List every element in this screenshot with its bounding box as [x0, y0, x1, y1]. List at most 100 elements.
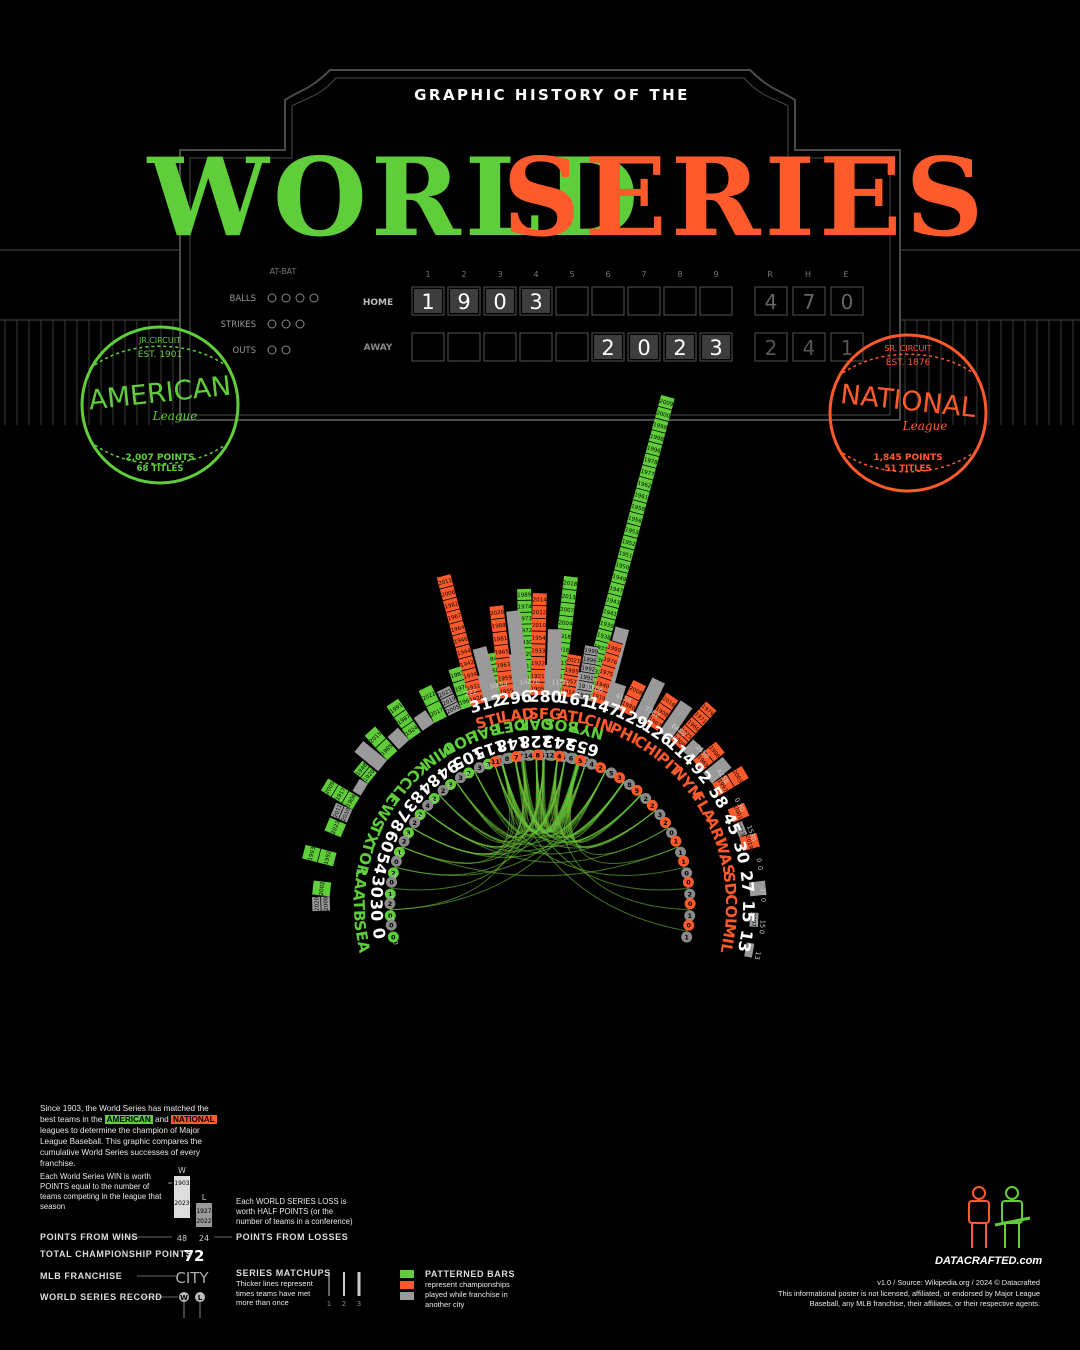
key-matchups-note: Thicker lines represent times teams have…	[236, 1279, 313, 1307]
brand-logo: DATACRAFTED.com	[935, 1255, 1043, 1267]
team-wins-badge-value: 3	[617, 774, 622, 782]
national-league-badge: SR. CIRCUIT EST. 1876 NATIONAL League 1,…	[828, 333, 988, 493]
bar-segment-divider	[582, 662, 597, 666]
team-losses-badge-value: 6	[569, 755, 574, 763]
loss-bar	[744, 942, 755, 958]
loss-bar	[748, 880, 767, 897]
bar-year-label: 2020	[314, 896, 320, 911]
bar-segment-divider	[609, 639, 624, 645]
al-circuit: JR.CIRCUIT	[138, 336, 181, 345]
team-loss-points: 15	[745, 824, 756, 835]
bar-segment-divider	[583, 653, 598, 657]
bar-segment-divider	[659, 702, 672, 711]
matchup-link-accent	[455, 780, 642, 847]
loss-bar-rect	[506, 610, 531, 697]
team-wins-badge-value: 2	[391, 869, 396, 877]
team-losses-badge-value: 2	[388, 900, 393, 908]
bar-segment-divider	[316, 848, 322, 863]
bar-segment-divider	[629, 511, 644, 516]
score-cells: 1 9 0 32 0 2 34 7 02 4 1	[411, 286, 864, 362]
team-losses-badge	[681, 867, 693, 879]
bar-year-label: 2017	[429, 707, 445, 719]
strikes-label: STRIKES	[221, 320, 256, 330]
bar-year-label: 1943	[605, 597, 621, 607]
key-win-note: Each World Series WIN is worth POINTS eq…	[40, 1172, 162, 1211]
bar-year-label: 2009	[659, 399, 675, 409]
team-losses-badge-value: 4	[589, 761, 594, 769]
team-losses-badge	[654, 809, 666, 821]
loss-bar	[659, 700, 693, 740]
bar-segment-divider	[726, 774, 735, 787]
bar-year-label: 1966	[459, 697, 475, 707]
team-losses-badge	[605, 767, 617, 779]
bar-year-label: 1916	[555, 647, 570, 655]
key-win-points: 48	[177, 1234, 187, 1243]
title-series: SERIES	[503, 135, 988, 261]
key-franchise-label: MLB FRANCHISE	[40, 1271, 123, 1281]
bar-segment-divider	[632, 499, 647, 504]
bar-year-label: 1919	[591, 693, 607, 703]
bar-year-label: 1929	[519, 652, 534, 658]
team-wins-badge	[393, 846, 405, 858]
win-bar: 2019	[739, 832, 761, 851]
bar-year-label: 1918	[557, 633, 572, 641]
team-wins-badge-value: 0	[391, 933, 396, 941]
count-light	[281, 345, 291, 355]
win-bar-rect	[489, 604, 515, 699]
team-losses-badge-value: 0	[669, 829, 674, 837]
credits-line-1: v1.0 / Source: Wikipedia.org / 2024 © Da…	[877, 1278, 1040, 1287]
bar-segment-divider	[360, 766, 370, 778]
team-losses-badge	[684, 910, 696, 922]
loss-bar-rect	[605, 682, 627, 710]
bar-year-label: 1952	[621, 539, 636, 548]
score-digit: 9	[457, 290, 470, 314]
team-losses-badge	[409, 816, 421, 828]
team-loss-points: 26	[694, 743, 706, 754]
loss-bar-rect	[352, 778, 368, 796]
bar-segment-divider	[489, 604, 504, 607]
score-digit: 2	[601, 336, 614, 360]
team-win-points: 0	[759, 898, 767, 902]
rhe-cell	[792, 332, 826, 362]
score-cell	[699, 332, 733, 362]
team-losses-badge-value: 12	[545, 752, 554, 760]
bar-year-label: 1954	[532, 636, 547, 642]
matchup-link	[390, 755, 525, 911]
bar-year-label: 1999	[584, 648, 599, 656]
bar-segment-divider	[642, 464, 657, 469]
score-cell	[627, 332, 661, 362]
team-wins-badge	[670, 835, 682, 847]
team-losses-badge-value: 1	[687, 912, 692, 920]
team-wins-badge	[387, 931, 399, 943]
al-titles: 68 TITLES	[137, 464, 184, 474]
bar-year-label: 1962	[637, 480, 652, 489]
bar-segment-divider	[452, 631, 466, 637]
team-win-points: 58	[719, 774, 730, 785]
matchup-link-accent	[522, 755, 538, 831]
team-win-points: 30	[736, 802, 747, 813]
score-digit: 3	[529, 290, 542, 314]
bar-segment-divider	[445, 608, 460, 613]
bar-segment-divider	[498, 683, 513, 686]
loss-bar	[354, 741, 387, 772]
bar-segment-divider	[495, 656, 510, 660]
bar-segment-divider	[604, 604, 619, 609]
loss-bar-rect	[546, 629, 562, 696]
bar-segment-divider	[677, 731, 689, 743]
team-losses-badge-value: 0	[394, 858, 399, 866]
team-total: 280	[528, 687, 562, 707]
bar-year-label: 1989	[517, 592, 532, 598]
bar-year-label: 1961	[634, 492, 649, 501]
bar-segment-divider	[636, 487, 650, 493]
win-bar: 1966 1970 1983	[448, 665, 475, 710]
team-abbr: SEA	[350, 919, 373, 955]
win-bar: 2023	[323, 817, 347, 838]
win-bar: 1919 1940 1975 1976 1990	[590, 639, 624, 705]
bar-year-label: 1950	[615, 562, 631, 572]
bar-segment-divider	[448, 665, 462, 671]
bar-segment-divider	[605, 651, 620, 657]
nl-circuit: SR. CIRCUIT	[884, 344, 931, 353]
key-loss-points: 24	[199, 1234, 209, 1243]
